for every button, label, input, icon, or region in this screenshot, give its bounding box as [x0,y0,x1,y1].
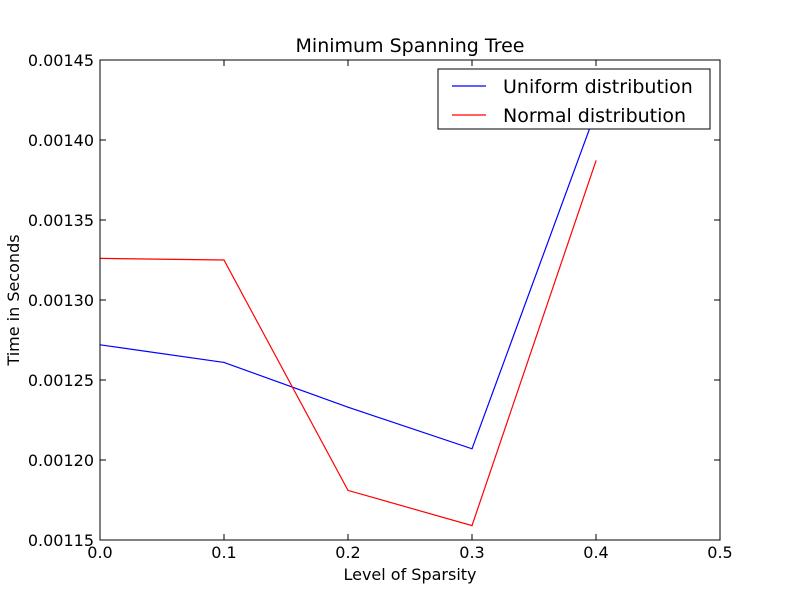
y-tick-label: 0.00140 [28,131,94,150]
data-point-1-2 [347,489,349,491]
x-tick-label: 0.3 [459,543,484,562]
legend-box [437,68,711,130]
y-axis-title: Time in Seconds [4,234,23,366]
data-point-1-1 [223,259,225,261]
legend-label-0: Uniform distribution [503,76,693,98]
x-axis-title: Level of Sparsity [343,565,476,584]
data-point-0-2 [347,406,349,408]
legend-label-1: Normal distribution [503,105,686,127]
data-point-0-1 [223,361,225,363]
legend: Uniform distribution Normal distribution [437,68,711,130]
data-point-1-4 [595,160,597,162]
y-tick-label: 0.00135 [28,211,94,230]
y-tick-label: 0.00120 [28,451,94,470]
x-tick-label: 0.5 [707,543,732,562]
y-tick-label: 0.00125 [28,371,94,390]
y-tick-label: 0.00145 [28,51,94,70]
data-point-0-3 [471,448,473,450]
x-tick-label: 0.0 [87,543,112,562]
x-tick-label: 0.1 [211,543,236,562]
chart-title: Minimum Spanning Tree [296,35,525,57]
ticks-layer: 0.0 0.1 0.2 0.3 0.4 0.5 0.00115 0.00120 0.00125 0… [28,51,733,562]
x-tick-label: 0.2 [335,543,360,562]
data-point-1-3 [471,525,473,527]
plot-area [100,60,720,540]
y-tick-label: 0.00115 [28,531,94,550]
x-tick-label: 0.4 [583,543,608,562]
y-tick-label: 0.00130 [28,291,94,310]
